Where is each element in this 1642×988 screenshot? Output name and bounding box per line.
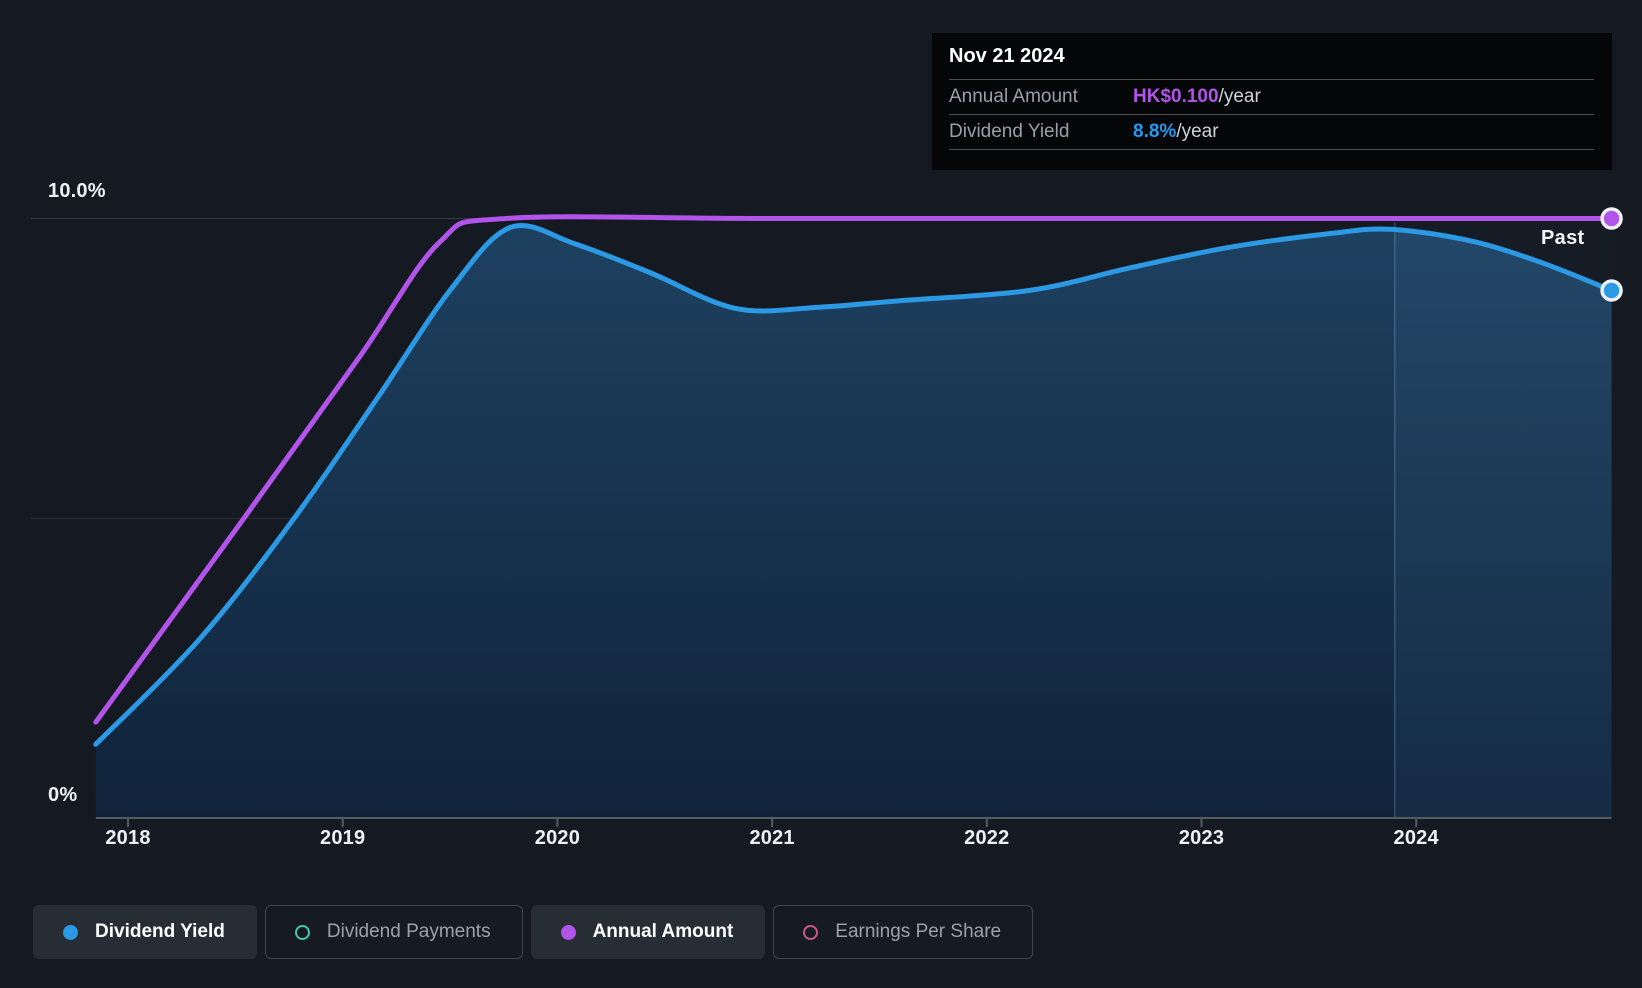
tooltip-label: Dividend Yield [949, 121, 1070, 142]
legend-button-dividend-payments[interactable]: Dividend Payments [264, 905, 523, 959]
tooltip-value: HK$0.100 [1133, 86, 1219, 107]
past-year-highlight [1394, 229, 1612, 818]
series-end-marker [1600, 279, 1623, 302]
series-end-marker [1600, 207, 1623, 230]
tooltip-date: Nov 21 2024 [949, 45, 1594, 80]
tooltip-suffix: /year [1218, 86, 1261, 107]
x-axis-label: 2023 [1178, 827, 1225, 849]
dividend-yield-area [95, 225, 1612, 818]
x-axis [95, 817, 1612, 827]
legend-button-annual-amount[interactable]: Annual Amount [530, 905, 766, 959]
tooltip-row-dividend-yield: Dividend Yield 8.8% /year [949, 115, 1594, 150]
y-axis-label-bottom: 0% [48, 784, 78, 806]
x-axis-label: 2019 [320, 827, 366, 849]
legend-button-earnings-per-share[interactable]: Earnings Per Share [773, 905, 1034, 959]
legend-label: Earnings Per Share [835, 921, 1002, 942]
tooltip-value: 8.8% [1133, 121, 1177, 142]
x-axis-label: 2021 [749, 827, 795, 849]
legend-label: Annual Amount [592, 921, 734, 942]
tooltip-row-annual-amount: Annual Amount HK$0.100 /year [949, 80, 1594, 115]
annual-amount-swatch-icon [560, 924, 576, 940]
x-axis-label: 2024 [1393, 827, 1439, 849]
legend-label: Dividend Yield [95, 921, 225, 942]
tooltip-suffix: /year [1176, 121, 1219, 142]
x-axis-label: 2020 [534, 827, 581, 849]
series-end-markers [1600, 207, 1623, 302]
legend: Dividend Yield Dividend Payments Annual … [33, 905, 1034, 959]
legend-label: Dividend Payments [326, 921, 491, 942]
chart-tooltip: Nov 21 2024 Annual Amount HK$0.100 /year… [932, 33, 1612, 170]
annual-amount-line [93, 214, 1615, 725]
dividend-yield-line [93, 223, 1615, 747]
dividend-payments-swatch-icon [294, 924, 310, 940]
tooltip-label: Annual Amount [949, 86, 1078, 107]
x-axis-label: 2022 [964, 827, 1010, 849]
x-axis-label: 2018 [105, 827, 151, 849]
past-label: Past [1541, 227, 1585, 249]
earnings-per-share-swatch-icon [803, 924, 819, 940]
dividend-yield-swatch-icon [63, 924, 78, 940]
legend-button-dividend-yield[interactable]: Dividend Yield [33, 905, 257, 959]
y-axis-label-top: 10.0% [48, 180, 106, 202]
